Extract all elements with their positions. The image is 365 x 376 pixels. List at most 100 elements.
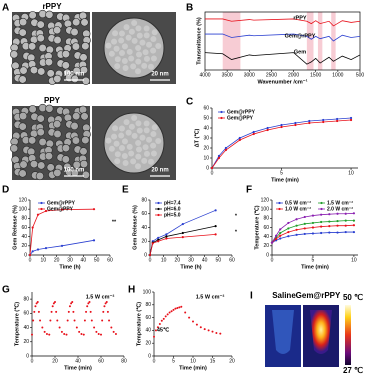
x-tick-label: 4000 — [199, 72, 210, 78]
x-axis-label: Time (min) — [301, 264, 329, 270]
particle — [79, 53, 88, 62]
x-tick-label: 5 — [172, 358, 175, 364]
data-point — [207, 329, 210, 332]
grain — [131, 132, 138, 139]
grain — [131, 19, 138, 26]
data-point — [86, 305, 89, 308]
legend-label: pH=5.0 — [164, 212, 181, 218]
image-title: Gem@rPPY — [296, 291, 341, 300]
data-point — [101, 319, 104, 322]
data-point — [352, 230, 356, 234]
grain — [123, 119, 130, 126]
particle — [52, 26, 62, 35]
x-tick-label: 5 — [312, 257, 315, 263]
grain — [118, 132, 125, 139]
data-point — [352, 219, 356, 222]
data-point — [157, 236, 160, 239]
data-point — [184, 311, 187, 314]
sem-image: 100 nm — [9, 9, 91, 85]
particle — [61, 143, 71, 153]
x-tick-label: 1000 — [332, 72, 343, 78]
particle — [70, 168, 79, 178]
data-point — [36, 248, 40, 251]
data-point — [294, 123, 297, 127]
x-axis-label: Wavenumber /cm⁻¹ — [257, 78, 307, 85]
y-tick-label: 0 — [144, 252, 147, 258]
data-point — [154, 329, 157, 332]
grain — [134, 163, 141, 170]
y-tick-label: 20 — [145, 341, 151, 347]
grain — [118, 144, 125, 151]
annotation: 1.5 W cm⁻² — [196, 293, 225, 300]
data-point — [279, 228, 282, 231]
y-axis-label: Transmittance (%) — [196, 17, 202, 65]
axes-frame — [204, 11, 361, 71]
grain — [130, 63, 137, 70]
data-point — [110, 326, 113, 329]
legend-marker — [157, 213, 160, 217]
data-point — [31, 333, 33, 336]
legend-label: Gem@rPPY — [47, 200, 76, 206]
grain — [114, 158, 121, 165]
data-point — [178, 306, 181, 309]
data-point — [215, 331, 218, 334]
x-tick-label: 30 — [67, 257, 73, 263]
scale-bar-label: 20 nm — [151, 72, 168, 78]
grain — [135, 58, 142, 65]
annotation: * — [235, 229, 238, 235]
legend-label: 0.5 W cm⁻² — [285, 200, 311, 206]
y-tick-label: 20 — [21, 243, 27, 249]
x-axis-label: Time (min) — [271, 177, 299, 183]
data-point — [214, 225, 217, 228]
x-tick-label: 20 — [229, 358, 235, 364]
panel-label: A — [2, 3, 9, 14]
x-tick-label: 60 — [229, 257, 235, 263]
grain — [111, 38, 118, 45]
grain — [121, 153, 128, 160]
grain — [105, 42, 112, 49]
grain — [122, 160, 129, 167]
data-point — [85, 310, 88, 313]
x-tick-label: 0 — [29, 257, 32, 263]
particle — [81, 76, 91, 85]
grain — [118, 30, 125, 37]
grain — [131, 37, 138, 44]
legend-marker — [220, 110, 223, 114]
data-point — [63, 332, 66, 335]
y-tick-label: 10 — [203, 155, 209, 161]
legend-marker — [278, 207, 281, 211]
particle — [18, 111, 28, 121]
particle — [52, 120, 62, 129]
grain — [135, 120, 142, 127]
x-tick-label: 40 — [81, 257, 87, 263]
y-tick-label: 80 — [263, 216, 269, 222]
data-point — [165, 237, 168, 240]
data-point — [105, 300, 108, 303]
x-tick-label: 1500 — [310, 72, 321, 78]
x-tick-label: 3000 — [244, 72, 255, 78]
scale-bar-label: 100 nm — [64, 168, 85, 174]
data-point — [328, 231, 331, 234]
data-point — [97, 332, 100, 335]
grain — [150, 131, 157, 138]
series-line — [29, 239, 95, 256]
series-line — [211, 119, 352, 169]
grain — [143, 32, 150, 39]
particle — [45, 139, 54, 148]
data-point — [303, 222, 306, 225]
panel-label: H — [128, 285, 135, 296]
series-line — [271, 212, 354, 243]
legend-marker — [320, 207, 323, 211]
legend-label: pH=7.4 — [164, 200, 181, 206]
data-point — [322, 120, 325, 124]
annotation: ** — [112, 219, 117, 225]
data-point — [188, 316, 191, 319]
data-point — [181, 236, 184, 239]
chart: E 0 10 20 30 40 50 60 0 20 40 60 80 Time (h) Gem Relea… — [122, 185, 238, 271]
data-point — [100, 333, 102, 336]
data-point — [108, 319, 111, 322]
data-point — [176, 307, 179, 309]
y-tick-label: 100 — [143, 289, 152, 295]
grain — [141, 157, 148, 164]
